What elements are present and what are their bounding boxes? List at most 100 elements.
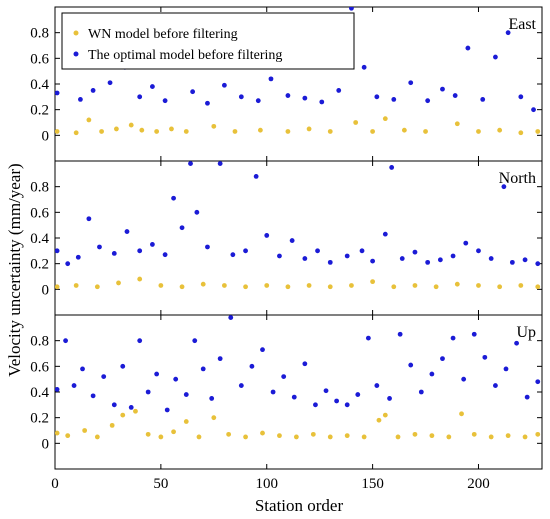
point-north-optimal-41: [535, 261, 541, 267]
x-tick-label-3: 150: [361, 476, 384, 492]
point-north-optimal-40: [522, 257, 528, 263]
point-north-optimal-15: [217, 161, 223, 166]
point-north-optimal-23: [315, 248, 320, 254]
point-up-wn-13: [226, 431, 232, 437]
point-east-wn-10: [211, 123, 217, 129]
point-north-wn-17: [412, 283, 418, 288]
point-east-optimal-23: [391, 97, 397, 102]
point-up-optimal-25: [291, 394, 297, 400]
point-east-optimal-15: [268, 76, 274, 82]
point-up-optimal-12: [164, 407, 170, 413]
point-north-optimal-20: [277, 253, 282, 259]
point-up-optimal-18: [217, 356, 223, 362]
point-east-optimal-8: [162, 98, 168, 104]
point-north-optimal-22: [302, 256, 308, 261]
point-east-wn-15: [327, 129, 333, 134]
point-up-wn-17: [293, 434, 299, 440]
point-east-optimal-2: [78, 97, 83, 102]
point-up-wn-7: [145, 431, 151, 437]
point-up-wn-22: [376, 417, 382, 423]
point-up-optimal-11: [154, 371, 160, 377]
point-north-wn-3: [116, 280, 121, 286]
point-up-optimal-40: [450, 335, 456, 341]
point-north-wn-2: [94, 284, 100, 290]
point-up-optimal-23: [270, 389, 276, 395]
point-north-optimal-18: [253, 174, 259, 179]
point-north-wn-7: [200, 281, 206, 287]
point-up-wn-16: [277, 433, 282, 439]
point-east-optimal-32: [518, 94, 524, 100]
point-up-wn-5: [120, 412, 126, 418]
point-north-wn-11: [285, 284, 291, 290]
point-north-optimal-31: [412, 249, 418, 255]
point-up-optimal-46: [514, 340, 519, 346]
y-tick-label-north-4: 0.8: [30, 180, 49, 196]
point-up-wn-0: [55, 430, 60, 436]
point-up-optimal-47: [524, 394, 530, 400]
point-up-wn-18: [310, 431, 316, 437]
point-east-wn-22: [476, 129, 481, 134]
point-up-wn-28: [459, 411, 464, 417]
panel-frame-north: [54, 160, 543, 316]
point-east-optimal-27: [452, 93, 458, 98]
point-up-wn-29: [471, 431, 477, 437]
point-up-wn-25: [412, 431, 418, 437]
point-east-wn-23: [497, 127, 503, 133]
legend-marker-wn: [73, 30, 79, 36]
point-east-optimal-11: [205, 100, 210, 106]
y-tick-label-north-0: 0: [42, 282, 50, 298]
point-up-wn-10: [183, 419, 189, 424]
point-north-wn-12: [306, 283, 312, 288]
point-up-optimal-7: [120, 363, 126, 369]
point-north-wn-1: [73, 283, 79, 288]
point-up-optimal-38: [429, 371, 435, 377]
point-north-optimal-5: [111, 251, 117, 256]
panel-east: 0 0.2 0.4 0.6 0.8 East: [30, 6, 543, 162]
point-east-optimal-10: [190, 89, 196, 95]
point-up-wn-33: [535, 431, 541, 437]
panel-label-north: North: [499, 170, 536, 187]
y-tick-label-north-3: 0.6: [30, 205, 49, 221]
point-east-optimal-0: [55, 90, 60, 96]
point-north-optimal-4: [97, 244, 102, 250]
point-east-wn-14: [306, 126, 312, 132]
point-north-wn-0: [55, 284, 60, 290]
point-up-optimal-29: [334, 398, 340, 404]
x-tick-label-0: 0: [51, 476, 59, 492]
point-east-optimal-24: [408, 80, 414, 86]
x-tick-label-2: 100: [255, 476, 278, 492]
point-up-wn-12: [211, 415, 217, 421]
point-east-optimal-18: [319, 99, 325, 105]
point-north-optimal-35: [463, 240, 469, 246]
point-east-optimal-28: [465, 45, 471, 51]
legend-label-wn: WN model before filtering: [88, 27, 238, 42]
point-north-wn-18: [433, 284, 439, 290]
point-north-wn-20: [476, 283, 481, 288]
y-tick-label-up-3: 0.6: [30, 359, 49, 375]
point-up-optimal-36: [408, 362, 414, 368]
point-east-wn-16: [353, 120, 359, 125]
point-east-optimal-3: [90, 88, 96, 93]
point-up-optimal-33: [374, 383, 380, 388]
point-east-optimal-14: [255, 98, 261, 104]
point-north-wn-13: [327, 284, 333, 290]
point-east-wn-0: [55, 129, 60, 134]
point-up-wn-2: [82, 428, 88, 433]
point-north-wn-4: [137, 276, 143, 282]
point-east-wn-20: [423, 129, 428, 134]
point-east-optimal-30: [493, 54, 498, 60]
panel-north: 0 0.2 0.4 0.6 0.8 North: [30, 160, 543, 316]
point-east-wn-13: [285, 129, 291, 134]
point-up-optimal-2: [71, 383, 77, 388]
point-up-wn-20: [344, 433, 350, 439]
point-up-optimal-48: [535, 379, 541, 385]
legend-box: [61, 12, 355, 70]
point-east-optimal-6: [137, 94, 143, 100]
point-north-wn-22: [518, 283, 524, 288]
y-tick-label-east-0: 0: [42, 128, 50, 144]
point-up-optimal-8: [128, 405, 134, 410]
point-up-wn-8: [158, 434, 164, 440]
point-north-optimal-13: [194, 209, 200, 215]
point-north-optimal-30: [399, 256, 405, 261]
